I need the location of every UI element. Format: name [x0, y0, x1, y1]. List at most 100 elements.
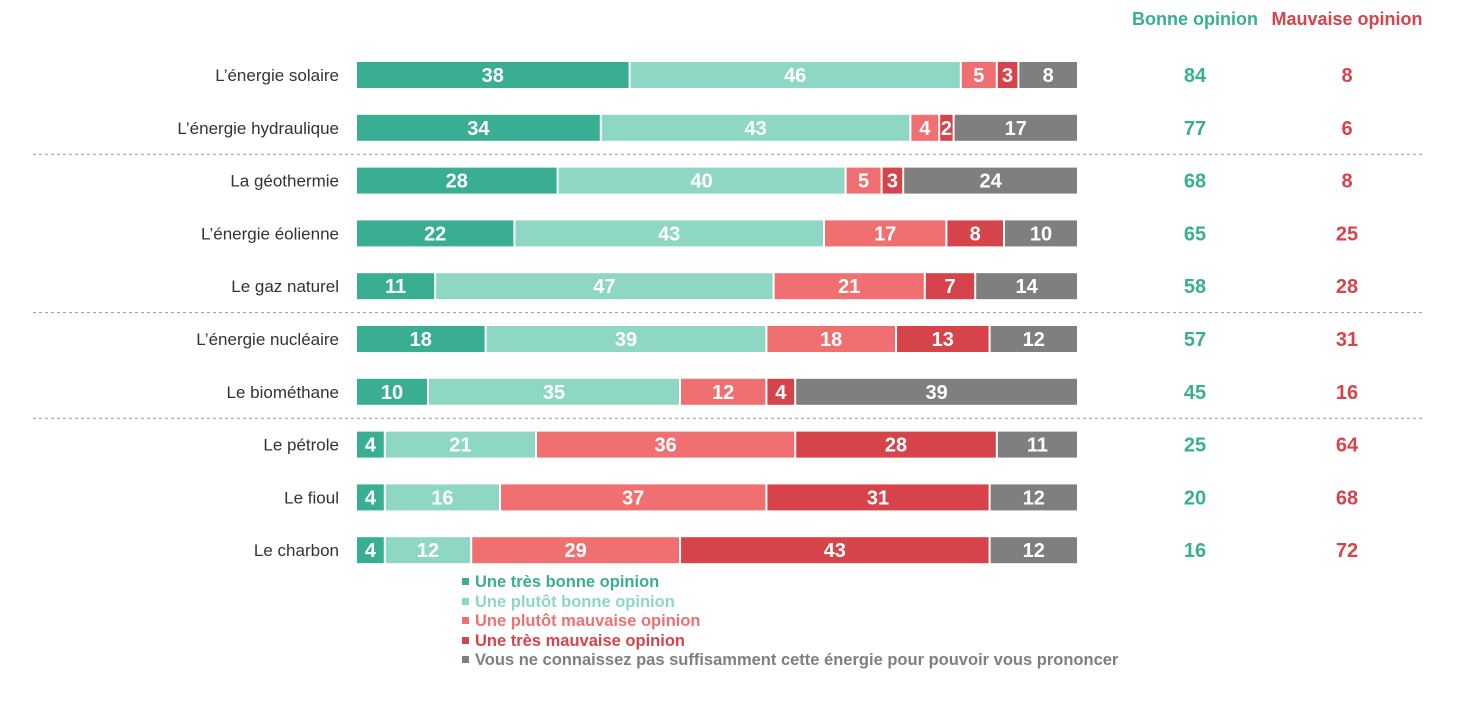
- summary-value-bonne-opinion: 84: [1184, 65, 1207, 87]
- category-label: Le fioul: [284, 488, 339, 507]
- data-label: 12: [1023, 487, 1045, 509]
- data-label: 10: [381, 382, 403, 404]
- data-label: 4: [365, 540, 377, 562]
- data-label: 12: [1023, 540, 1045, 562]
- bar-segment: [990, 326, 1077, 352]
- data-label: 28: [446, 171, 468, 193]
- bar-segment: [357, 62, 629, 88]
- bar-segment: [601, 114, 910, 141]
- legend-label: Une très bonne opinion: [475, 573, 660, 591]
- data-label: 11: [385, 276, 406, 298]
- data-label: 39: [925, 382, 947, 404]
- bar-segment: [1019, 62, 1077, 88]
- data-label: 17: [1005, 118, 1027, 140]
- bar-segment: [357, 326, 485, 352]
- data-label: 3: [887, 171, 898, 193]
- summary-value-mauvaise-opinion: 68: [1336, 487, 1358, 509]
- bar-segment: [997, 62, 1018, 88]
- data-label: 31: [867, 487, 889, 509]
- summary-value-bonne-opinion: 25: [1184, 435, 1206, 457]
- bar-segment: [990, 537, 1077, 564]
- data-label: 37: [622, 487, 644, 509]
- bar-segment: [385, 537, 471, 564]
- data-label: 34: [467, 118, 490, 140]
- summary-value-bonne-opinion: 57: [1184, 329, 1206, 351]
- bar-segment: [940, 114, 953, 141]
- data-label: 10: [1030, 223, 1052, 245]
- category-label: Le gaz naturel: [231, 277, 339, 296]
- legend-swatch: [462, 617, 469, 624]
- summary-value-bonne-opinion: 16: [1184, 540, 1206, 562]
- bar-segment: [537, 431, 795, 458]
- data-label: 14: [1015, 276, 1038, 298]
- category-label: L’énergie solaire: [215, 66, 339, 85]
- data-label: 7: [944, 276, 955, 298]
- data-label: 21: [838, 276, 860, 298]
- bar-segment: [774, 273, 924, 300]
- bar-segment: [472, 537, 679, 564]
- bar-segment: [501, 484, 766, 511]
- bar-segment: [558, 167, 845, 194]
- bar-segment: [681, 537, 989, 564]
- data-label: 43: [658, 223, 680, 245]
- bar-segment: [846, 167, 881, 194]
- bar-segment: [825, 220, 946, 247]
- category-label: L’énergie nucléaire: [196, 330, 339, 349]
- bar-segment: [947, 220, 1003, 247]
- data-label: 16: [431, 487, 453, 509]
- bar-segment: [357, 220, 514, 247]
- summary-value-bonne-opinion: 65: [1184, 223, 1206, 245]
- data-label: 12: [1023, 329, 1045, 351]
- legend-swatch: [462, 656, 469, 663]
- legend-label: Une plutôt mauvaise opinion: [475, 612, 701, 630]
- data-label: 11: [1027, 435, 1048, 457]
- summary-value-bonne-opinion: 58: [1184, 276, 1206, 298]
- bar-segment: [357, 114, 600, 141]
- data-label: 36: [654, 435, 676, 457]
- category-label: L’énergie hydraulique: [177, 119, 339, 138]
- bar-segment: [357, 167, 557, 194]
- data-label: 38: [482, 65, 504, 87]
- bar-segment: [911, 114, 939, 141]
- category-label: L’énergie éolienne: [201, 224, 339, 243]
- data-label: 4: [365, 435, 377, 457]
- data-label: 18: [820, 329, 842, 351]
- bar-segment: [767, 484, 989, 511]
- data-label: 29: [564, 540, 586, 562]
- summary-value-bonne-opinion: 77: [1184, 118, 1206, 140]
- data-label: 40: [690, 171, 712, 193]
- bar-segment: [767, 378, 795, 405]
- bar-segment: [385, 431, 535, 458]
- chart-legend: Une très bonne opinion Une plutôt bonne o…: [462, 573, 1118, 671]
- category-label: Le pétrole: [263, 436, 339, 455]
- column-header-mauvaise-opinion: Mauvaise opinion: [1271, 9, 1422, 29]
- summary-value-bonne-opinion: 20: [1184, 487, 1206, 509]
- summary-value-mauvaise-opinion: 8: [1341, 65, 1352, 87]
- data-label: 22: [424, 223, 446, 245]
- legend-swatch: [462, 578, 469, 585]
- bar-segment: [1005, 220, 1077, 247]
- data-label: 13: [932, 329, 954, 351]
- legend-item: Vous ne connaissez pas suffisamment cett…: [462, 651, 1118, 671]
- bar-segment: [486, 326, 766, 352]
- summary-value-mauvaise-opinion: 72: [1336, 540, 1358, 562]
- data-label: 18: [410, 329, 432, 351]
- legend-swatch: [462, 636, 469, 644]
- bar-segment: [954, 114, 1077, 141]
- category-label: La géothermie: [230, 172, 339, 191]
- data-label: 3: [1002, 65, 1013, 87]
- bar-segment: [997, 431, 1077, 458]
- summary-value-mauvaise-opinion: 31: [1336, 329, 1358, 351]
- bar-segment: [882, 167, 903, 194]
- category-label: Le biométhane: [227, 383, 339, 402]
- summary-value-mauvaise-opinion: 16: [1336, 382, 1358, 404]
- legend-item: Une très bonne opinion: [462, 573, 1118, 593]
- summary-value-bonne-opinion: 45: [1184, 382, 1206, 404]
- bar-segment: [630, 62, 960, 88]
- data-label: 12: [417, 540, 439, 562]
- bar-segment: [357, 378, 427, 405]
- data-label: 5: [858, 171, 869, 193]
- legend-label: Une plutôt bonne opinion: [475, 592, 675, 611]
- data-label: 2: [941, 118, 952, 140]
- bar-segment: [897, 326, 989, 352]
